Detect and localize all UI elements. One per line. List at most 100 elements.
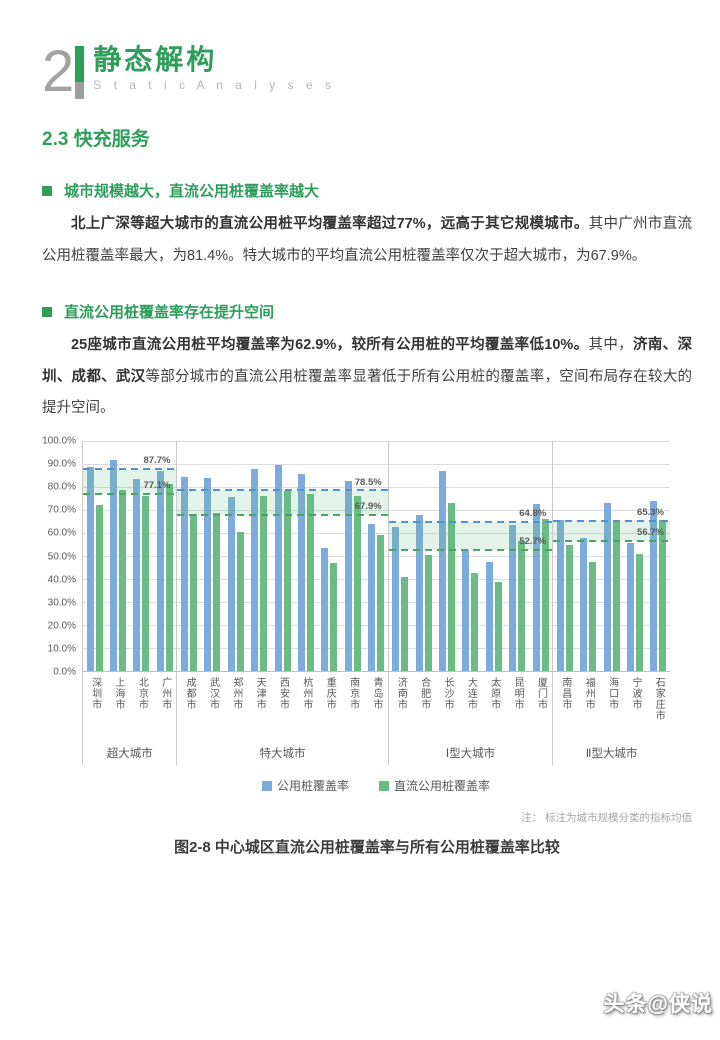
bullet-square-icon [42,185,52,196]
y-axis-tick: 0.0% [53,666,76,678]
figure-caption: 图2-8 中心城区直流公用桩覆盖率与所有公用桩覆盖率比较 [174,839,560,857]
watermark: 头条@侠说 [603,993,713,1016]
city-label: 天津市 [254,677,266,711]
legend-item-1: 公用桩覆盖率 [261,777,349,794]
bar-dc [95,504,103,672]
city-label-cell: 大连市 [459,672,482,738]
chapter-accent-bar [75,46,85,99]
city-label-cell: 西安市 [271,672,294,738]
city-label: 北京市 [136,677,148,711]
bar-public [204,477,212,672]
bar-public [156,471,164,672]
city-label-cell: 上海市 [106,672,129,738]
city-label: 武汉市 [207,677,219,711]
city-bars [130,441,153,672]
paragraph-segment: 等部分城市的直流公用桩覆盖率显著低于所有公用桩的覆盖率，空间布局存在较大的提升空… [42,368,692,417]
paragraph-segment: 北上广深等超大城市的直流公用桩平均覆盖率超过77%，远高于其它规模城市。 [71,216,589,232]
group-bars [553,441,670,672]
city-bars [318,441,341,672]
y-axis-tick: 10.0% [47,643,76,655]
city-label-cell: 南京市 [341,672,364,738]
bar-dc [565,545,573,672]
bar-dc [260,496,268,672]
bar-public [509,525,517,672]
bar-dc [635,553,643,672]
city-label: 石家庄市 [653,677,665,722]
chapter-header: 2 静态解构 S t a t i c A n a l y s e s [42,39,692,104]
city-label-cell: 郑州市 [224,672,247,738]
gridline [83,487,670,489]
bar-dc [448,503,456,672]
coverage-bar-chart: 100.0% 90.0% 80.0% 70.0% 60.0% 50.0% 40.0% 30.0… [42,436,692,857]
chapter-number: 2 [42,39,74,104]
city-bars [505,441,528,672]
chapter-title: 静态解构 [93,44,218,75]
city-label-cell: 太原市 [482,672,505,738]
city-label: 长沙市 [442,677,454,711]
chapter-titles: 静态解构 S t a t i c A n a l y s e s [93,44,335,92]
chapter-accent-bar-gray [75,82,85,99]
chart-note: 注： 标注为城市规模分类的指标均值 [521,812,692,825]
city-label-cell: 青岛市 [364,672,387,738]
city-bars [529,441,552,672]
paragraph-segment: 其中， [588,337,634,354]
city-bars [224,441,247,672]
city-label: 济南市 [395,677,407,711]
y-axis-tick: 80.0% [47,481,76,493]
city-bars [553,441,576,672]
bar-public [181,477,189,672]
chart-group-4: 65.3% 56.7% [553,441,670,672]
x-axis-city-labels: 深圳市 上海市 北京市 广州市 成都市 武汉市 郑州市 天津市 西安市 杭州市 重庆市 南京市 青岛市济… [82,672,670,739]
city-bars [647,441,670,672]
legend-item-2: 直流公用桩覆盖率 [379,777,490,794]
chart-body: 100.0% 90.0% 80.0% 70.0% 60.0% 50.0% 40.0% 30.0… [42,436,670,766]
city-label: 杭州市 [300,677,312,711]
bar-public [556,519,564,672]
avg-label-public: 87.7% [143,455,171,467]
section-title: 2.3 快充服务 [42,129,150,150]
city-label-cell: 昆明市 [505,672,528,738]
city-label: 厦门市 [535,677,547,711]
bar-dc [659,520,667,672]
city-label-cell: 海口市 [600,672,623,738]
avg-label-dc: 52.7% [519,535,547,547]
avg-label-public: 64.8% [519,508,547,520]
city-bars [294,441,317,672]
city-label: 成都市 [184,677,196,711]
bar-public [650,500,658,672]
bar-dc [213,512,221,672]
bullet-square-icon [42,306,52,317]
bullet-heading-1: 城市规模越大，直流公用桩覆盖率越大 [42,180,692,201]
group-bars [83,441,176,672]
chart-group-3: 64.8% 52.7% [388,441,554,672]
gridline [83,625,670,627]
chart-group-2: 78.5% 67.9% [177,441,389,672]
bar-public [580,537,588,672]
bar-public [532,504,540,672]
group-label-2: 特大城市 [177,738,389,766]
bar-public [297,474,305,672]
gridline [83,556,670,558]
plot-area: 87.7% 77.1% 78.5% 67.9% 64.8% 52.7% 65.3% 56.7% [82,441,670,673]
city-label-cell: 深圳市 [83,672,106,738]
city-bars [623,441,646,672]
group-label-3: Ⅰ型大城市 [389,738,554,766]
bar-dc [119,489,127,672]
city-label: 宁波市 [629,677,641,711]
x-axis-group-labels: 超大城市 特大城市 Ⅰ型大城市 Ⅱ型大城市 [82,738,670,766]
city-label-cell: 长沙市 [435,672,458,738]
city-bars [106,441,129,672]
gridline [83,579,670,581]
city-bars [389,441,412,672]
avg-label-dc: 56.7% [637,526,664,538]
city-bars [364,441,387,672]
bar-dc [165,483,173,672]
city-label-cell: 宁波市 [623,672,646,738]
bar-dc [541,518,549,672]
gridline [83,441,670,443]
city-label: 青岛市 [370,677,382,711]
bar-dc [190,513,198,672]
city-label-cell: 厦门市 [529,672,552,738]
chapter-subtitle: S t a t i c A n a l y s e s [93,78,336,92]
bar-public [321,548,329,672]
